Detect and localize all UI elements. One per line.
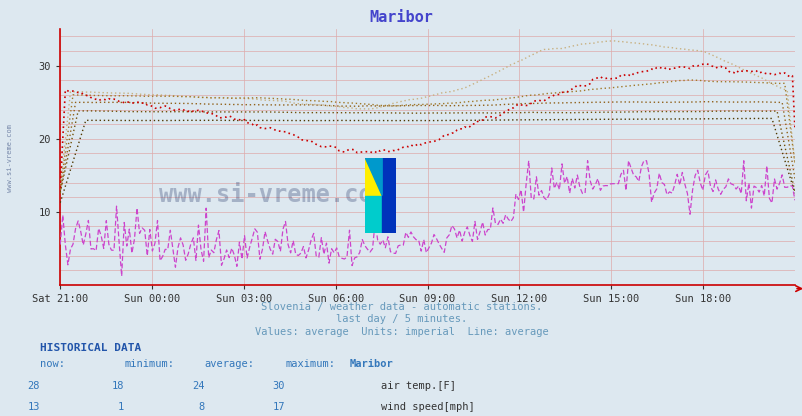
Text: Maribor: Maribor [349, 359, 392, 369]
Text: HISTORICAL DATA: HISTORICAL DATA [40, 343, 141, 353]
Text: minimum:: minimum: [124, 359, 174, 369]
Bar [382, 158, 395, 233]
Text: 24: 24 [192, 381, 205, 391]
Text: 28: 28 [27, 381, 40, 391]
Text: wind speed[mph]: wind speed[mph] [381, 402, 475, 412]
Text: Values: average  Units: imperial  Line: average: Values: average Units: imperial Line: av… [254, 327, 548, 337]
Polygon shape [365, 158, 382, 196]
Text: 18: 18 [111, 381, 124, 391]
Text: 8: 8 [198, 402, 205, 412]
Text: maximum:: maximum: [285, 359, 334, 369]
Text: 30: 30 [272, 381, 285, 391]
Bar [365, 196, 382, 233]
Text: 1: 1 [118, 402, 124, 412]
Bar [365, 158, 382, 196]
Text: average:: average: [205, 359, 254, 369]
Text: www.si-vreme.com: www.si-vreme.com [7, 124, 14, 192]
Text: Slovenia / weather data - automatic stations.: Slovenia / weather data - automatic stat… [261, 302, 541, 312]
Text: last day / 5 minutes.: last day / 5 minutes. [335, 314, 467, 324]
Text: Maribor: Maribor [369, 10, 433, 25]
Text: 13: 13 [27, 402, 40, 412]
Text: 17: 17 [272, 402, 285, 412]
Text: now:: now: [40, 359, 65, 369]
Text: air temp.[F]: air temp.[F] [381, 381, 456, 391]
Text: www.si-vreme.com: www.si-vreme.com [159, 183, 387, 208]
